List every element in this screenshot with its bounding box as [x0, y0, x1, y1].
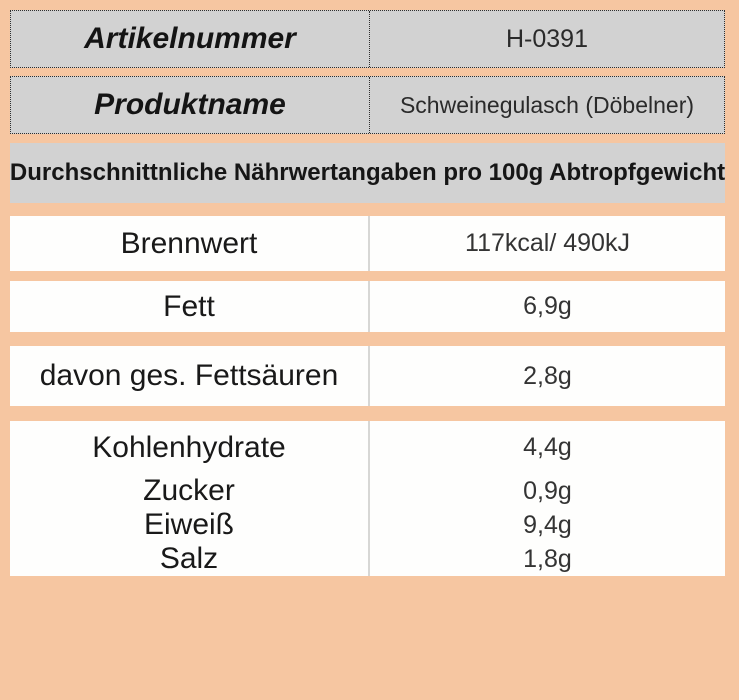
nutrient-value-cell: 2,8g — [368, 346, 725, 406]
nutrition-row-fett: Fett 6,9g — [10, 281, 725, 332]
article-number-label-cell: Artikelnummer — [11, 11, 369, 67]
nutrient-label: Zucker — [143, 474, 235, 507]
nutrition-row-zucker: Zucker 0,9g — [10, 474, 725, 508]
product-name-row: Produktname Schweinegulasch (Döbelner) — [10, 76, 725, 134]
nutrient-value-cell: 117kcal/ 490kJ — [368, 216, 725, 271]
nutrient-value: 2,8g — [523, 361, 572, 390]
product-name-value: Schweinegulasch (Döbelner) — [399, 91, 695, 118]
nutrient-value-cell: 6,9g — [368, 281, 725, 332]
product-name-value-cell: Schweinegulasch (Döbelner) — [369, 77, 724, 133]
nutrition-header-title: Durchschnittnliche Nährwertangaben pro 1… — [9, 159, 726, 186]
nutrition-row-kohlenhydrate: Kohlenhydrate 4,4g — [10, 421, 725, 474]
nutrient-label-cell: Salz — [10, 542, 368, 576]
product-name-label: Produktname — [94, 88, 286, 121]
nutrient-value-cell: 4,4g — [368, 421, 725, 474]
nutrition-row-salz: Salz 1,8g — [10, 542, 725, 576]
nutrient-label-cell: davon ges. Fettsäuren — [10, 346, 368, 406]
nutrient-label: Brennwert — [120, 226, 258, 260]
nutrient-label: Salz — [159, 542, 219, 575]
article-number-label: Artikelnummer — [84, 22, 296, 55]
nutrient-label: Eiweiß — [143, 508, 234, 541]
nutrient-label-cell: Kohlenhydrate — [10, 421, 368, 474]
nutrient-value: 1,8g — [523, 544, 572, 573]
nutrient-value-cell: 9,4g — [368, 508, 725, 542]
nutrition-header-band: Durchschnittnliche Nährwertangaben pro 1… — [10, 143, 725, 203]
nutrient-label-cell: Zucker — [10, 474, 368, 508]
article-number-value-cell: H-0391 — [369, 11, 724, 67]
nutrition-row-eiweiss: Eiweiß 9,4g — [10, 508, 725, 542]
nutrient-label-cell: Eiweiß — [10, 508, 368, 542]
nutrient-label: Fett — [163, 289, 215, 323]
article-number-value: H-0391 — [506, 24, 588, 53]
nutrient-value-cell: 1,8g — [368, 542, 725, 576]
product-name-label-cell: Produktname — [11, 77, 369, 133]
nutrient-value: 4,4g — [523, 433, 572, 461]
article-number-row: Artikelnummer H-0391 — [10, 10, 725, 68]
nutrient-value: 0,9g — [523, 476, 572, 505]
nutrient-label: davon ges. Fettsäuren — [39, 359, 339, 392]
nutrient-label: Kohlenhydrate — [92, 430, 286, 464]
nutrition-row-brennwert: Brennwert 117kcal/ 490kJ — [10, 216, 725, 271]
nutrient-label-cell: Brennwert — [10, 216, 368, 271]
nutrient-value: 117kcal/ 490kJ — [465, 229, 630, 257]
nutrition-row-fettsaeuren: davon ges. Fettsäuren 2,8g — [10, 346, 725, 406]
nutrient-label-cell: Fett — [10, 281, 368, 332]
nutrient-value-cell: 0,9g — [368, 474, 725, 508]
nutrient-value: 9,4g — [523, 510, 572, 539]
nutrient-value: 6,9g — [523, 292, 572, 320]
